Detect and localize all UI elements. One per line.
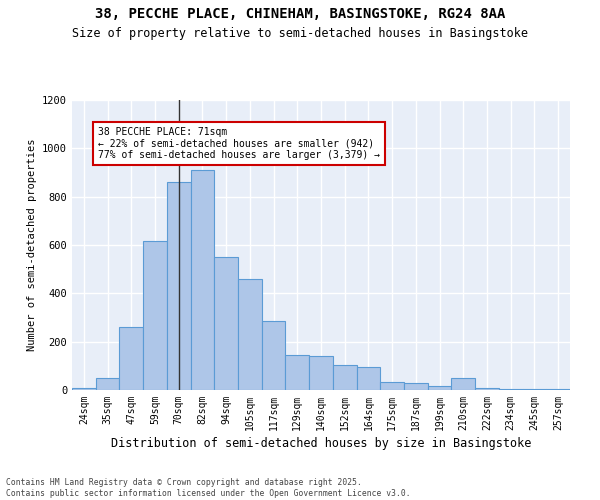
Bar [499, 389, 523, 390]
Text: 38 PECCHE PLACE: 71sqm
← 22% of semi-detached houses are smaller (942)
77% of se: 38 PECCHE PLACE: 71sqm ← 22% of semi-det… [98, 126, 380, 160]
Bar [404, 383, 428, 390]
Text: 38, PECCHE PLACE, CHINEHAM, BASINGSTOKE, RG24 8AA: 38, PECCHE PLACE, CHINEHAM, BASINGSTOKE,… [95, 8, 505, 22]
Bar [523, 389, 546, 390]
Bar [191, 170, 214, 390]
Text: Distribution of semi-detached houses by size in Basingstoke: Distribution of semi-detached houses by … [111, 438, 531, 450]
Bar [72, 388, 96, 390]
Bar [356, 367, 380, 390]
Bar [214, 257, 238, 390]
Y-axis label: Number of semi-detached properties: Number of semi-detached properties [26, 138, 37, 352]
Bar [546, 389, 570, 390]
Bar [119, 327, 143, 390]
Bar [309, 356, 333, 390]
Bar [96, 378, 119, 390]
Text: Contains HM Land Registry data © Crown copyright and database right 2025.
Contai: Contains HM Land Registry data © Crown c… [6, 478, 410, 498]
Text: Size of property relative to semi-detached houses in Basingstoke: Size of property relative to semi-detach… [72, 28, 528, 40]
Bar [428, 386, 451, 390]
Bar [167, 182, 191, 390]
Bar [380, 382, 404, 390]
Bar [238, 279, 262, 390]
Bar [262, 321, 286, 390]
Bar [333, 364, 356, 390]
Bar [475, 388, 499, 390]
Bar [286, 355, 309, 390]
Bar [143, 242, 167, 390]
Bar [451, 378, 475, 390]
